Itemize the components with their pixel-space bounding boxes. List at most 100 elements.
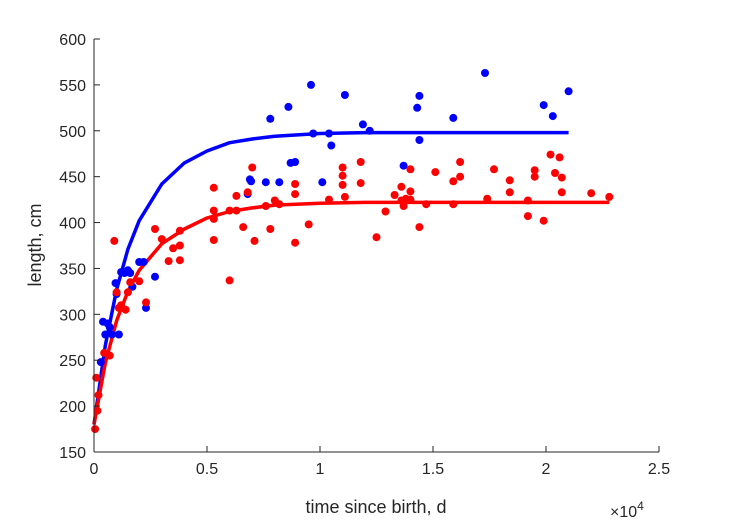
data-point-s1-28 bbox=[232, 191, 241, 200]
data-point-s0-20 bbox=[247, 177, 256, 186]
data-point-s0-32 bbox=[340, 91, 349, 99]
data-point-s0-12 bbox=[126, 269, 135, 277]
x-axis-exponent: ×104 bbox=[610, 499, 644, 521]
data-point-s1-46 bbox=[340, 192, 349, 201]
data-point-s1-81 bbox=[605, 192, 614, 201]
data-point-s1-16 bbox=[157, 235, 166, 244]
data-point-s1-69 bbox=[505, 188, 514, 197]
x-axis-label: time since birth, d bbox=[305, 497, 446, 517]
data-point-s0-40 bbox=[481, 69, 489, 77]
data-point-s1-40 bbox=[291, 238, 300, 247]
data-point-s1-18 bbox=[169, 244, 178, 253]
data-point-s1-13 bbox=[135, 277, 144, 286]
data-point-s0-23 bbox=[275, 178, 284, 187]
data-point-s1-26 bbox=[225, 276, 234, 285]
data-point-s1-42 bbox=[325, 195, 333, 204]
data-point-s1-68 bbox=[505, 176, 514, 185]
y-tick-label-3: 300 bbox=[59, 307, 86, 324]
data-point-s1-44 bbox=[338, 171, 347, 180]
x-tick-label-2: 1 bbox=[316, 461, 325, 478]
data-point-s0-31 bbox=[327, 141, 336, 150]
data-point-s0-36 bbox=[413, 103, 422, 112]
data-point-s1-17 bbox=[164, 257, 173, 266]
data-point-s0-41 bbox=[539, 101, 548, 110]
data-point-s0-0 bbox=[96, 358, 105, 367]
y-tick-label-4: 350 bbox=[59, 261, 86, 278]
x-axis-exponent-base: ×10 bbox=[610, 504, 637, 521]
data-point-s0-35 bbox=[399, 161, 408, 170]
data-point-s1-30 bbox=[239, 223, 248, 232]
data-point-s0-16 bbox=[142, 303, 150, 312]
data-point-s1-58 bbox=[406, 195, 415, 204]
data-point-s1-70 bbox=[523, 196, 532, 205]
data-point-s1-0 bbox=[91, 425, 100, 434]
data-point-s1-75 bbox=[546, 150, 555, 159]
y-tick-label-1: 200 bbox=[59, 399, 86, 416]
data-point-s0-30 bbox=[325, 129, 333, 138]
data-point-s1-52 bbox=[397, 182, 406, 191]
data-point-s1-54 bbox=[399, 202, 408, 210]
data-point-s0-28 bbox=[309, 129, 318, 138]
data-point-s1-60 bbox=[422, 200, 431, 209]
data-point-s1-22 bbox=[209, 183, 218, 192]
data-point-s1-15 bbox=[151, 225, 159, 233]
y-tick-label-7: 500 bbox=[59, 124, 86, 141]
data-point-s1-19 bbox=[175, 226, 184, 235]
data-point-s1-37 bbox=[275, 200, 284, 209]
data-point-s0-33 bbox=[358, 120, 367, 129]
data-point-s1-5 bbox=[105, 351, 114, 360]
data-point-s1-32 bbox=[248, 163, 257, 172]
data-point-s1-47 bbox=[356, 158, 365, 166]
data-point-s1-6 bbox=[110, 236, 119, 245]
x-tick-label-3: 1.5 bbox=[422, 461, 444, 478]
data-point-s1-77 bbox=[555, 153, 564, 162]
data-point-s0-2 bbox=[101, 330, 110, 339]
data-point-s0-34 bbox=[365, 126, 374, 135]
data-point-s0-29 bbox=[318, 178, 327, 187]
data-point-s0-15 bbox=[139, 258, 148, 266]
data-point-s1-57 bbox=[406, 187, 415, 196]
data-point-s1-35 bbox=[266, 225, 275, 233]
data-point-s0-43 bbox=[564, 87, 573, 96]
data-point-s1-20 bbox=[175, 256, 184, 265]
data-point-s1-10 bbox=[121, 305, 130, 314]
data-point-s1-49 bbox=[372, 233, 381, 242]
data-point-s1-78 bbox=[557, 173, 566, 182]
data-point-s1-71 bbox=[523, 212, 532, 221]
data-point-s1-63 bbox=[449, 200, 458, 209]
y-tick-label-8: 550 bbox=[59, 78, 86, 95]
data-point-s1-80 bbox=[587, 189, 596, 198]
data-point-s1-65 bbox=[456, 172, 465, 181]
axes: 0 0.5 1 1.5 2 2.5 150 200 250 300 350 400 450 500 550 6… bbox=[59, 32, 670, 478]
data-point-s0-39 bbox=[449, 113, 458, 122]
data-point-s1-79 bbox=[557, 188, 566, 197]
data-point-s1-31 bbox=[243, 188, 252, 197]
data-point-s1-66 bbox=[483, 194, 492, 203]
data-point-s1-39 bbox=[291, 190, 300, 199]
data-point-s0-22 bbox=[266, 114, 275, 123]
data-point-s1-50 bbox=[381, 207, 390, 216]
data-point-s0-5 bbox=[108, 330, 117, 339]
y-tick-label-6: 450 bbox=[59, 170, 86, 187]
data-point-s0-4 bbox=[105, 323, 114, 332]
data-point-s1-3 bbox=[94, 391, 103, 400]
data-point-s1-74 bbox=[539, 216, 548, 225]
y-tick-label-5: 400 bbox=[59, 216, 86, 233]
data-point-s1-12 bbox=[126, 278, 135, 287]
data-point-s1-61 bbox=[431, 168, 440, 177]
data-point-s1-76 bbox=[551, 169, 559, 177]
data-point-s1-64 bbox=[456, 158, 465, 166]
y-tick-label-2: 250 bbox=[59, 353, 86, 370]
data-point-s0-26 bbox=[291, 158, 300, 166]
data-point-s1-24 bbox=[209, 236, 218, 244]
data-point-s0-21 bbox=[261, 178, 270, 187]
data-point-s0-37 bbox=[415, 91, 424, 100]
data-point-s1-62 bbox=[449, 177, 458, 186]
x-tick-label-0: 0 bbox=[90, 461, 99, 478]
data-point-s1-41 bbox=[304, 220, 313, 229]
data-point-s1-48 bbox=[356, 179, 365, 188]
x-tick-label-5: 2.5 bbox=[648, 461, 670, 478]
data-point-s1-67 bbox=[490, 165, 498, 174]
